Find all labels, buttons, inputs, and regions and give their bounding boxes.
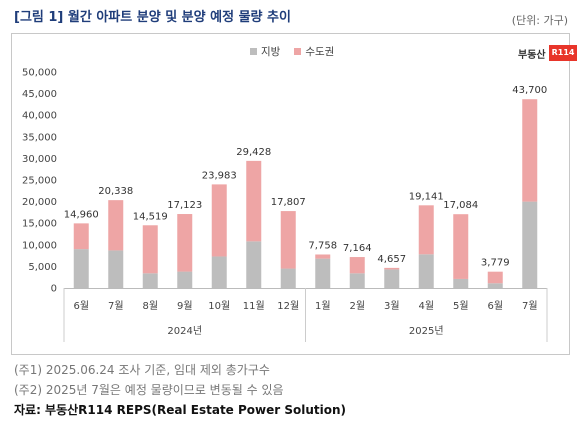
x-tick-label: 1월 <box>315 300 331 312</box>
bar-local <box>246 241 262 288</box>
bar-capital <box>418 205 434 255</box>
bar-local <box>315 258 331 288</box>
y-tick-label: 45,000 <box>22 89 57 100</box>
y-tick-label: 20,000 <box>22 197 57 208</box>
bar-capital <box>315 254 331 259</box>
bar-capital <box>487 271 503 284</box>
bar-total-label: 17,123 <box>167 200 202 211</box>
legend-swatch-local <box>250 48 257 55</box>
chart-legend: 지방 수도권 <box>250 44 334 59</box>
y-tick-label: 0 <box>51 284 57 295</box>
y-tick-label: 35,000 <box>22 132 57 143</box>
bar-total-label: 29,428 <box>236 147 271 158</box>
page-title: [그림 1] 월간 아파트 분양 및 분양 예정 물량 추이 <box>14 10 291 25</box>
bar-local <box>211 256 227 288</box>
footnotes: (주1) 2025.06.24 조사 기준, 임대 제외 총가구수 (주2) 2… <box>14 360 284 400</box>
x-tick-label: 7월 <box>522 300 538 312</box>
bar-total-label: 43,700 <box>512 85 547 96</box>
x-tick-label: 10월 <box>208 300 230 312</box>
bar-capital <box>142 225 158 274</box>
bar-total-label: 4,657 <box>377 254 406 265</box>
bar-local <box>108 250 124 288</box>
x-tick-label: 8월 <box>142 300 158 312</box>
bar-local <box>73 249 89 288</box>
legend-item-capital: 수도권 <box>294 44 334 59</box>
x-tick-label: 7월 <box>108 300 124 312</box>
bar-capital <box>177 214 193 272</box>
bar-local <box>142 273 158 288</box>
bar-capital <box>453 214 469 279</box>
x-tick-label: 11월 <box>243 300 265 312</box>
footnote-1: (주1) 2025.06.24 조사 기준, 임대 제외 총가구수 <box>14 363 270 377</box>
x-tick-label: 6월 <box>73 300 89 312</box>
bar-capital <box>246 160 262 242</box>
bar-capital <box>280 211 296 269</box>
bar-total-label: 20,338 <box>98 186 133 197</box>
y-tick-label: 25,000 <box>22 176 57 187</box>
legend-swatch-capital <box>294 48 302 55</box>
bar-capital <box>384 267 400 270</box>
bar-capital <box>349 257 365 274</box>
y-tick-label: 40,000 <box>22 111 57 122</box>
x-tick-label: 12월 <box>277 300 299 312</box>
brand-box: R114 <box>548 45 578 61</box>
unit-label: (단위: 가구) <box>511 14 568 27</box>
legend-label-local: 지방 <box>261 46 281 58</box>
y-tick-label: 10,000 <box>22 240 57 251</box>
bar-total-label: 14,519 <box>133 211 168 222</box>
x-tick-label: 6월 <box>487 300 503 312</box>
y-tick-label: 50,000 <box>22 68 57 79</box>
bar-local <box>522 201 538 288</box>
chart-frame <box>11 33 570 355</box>
y-tick-label: 15,000 <box>22 219 57 230</box>
bar-chart: 0 5,000 10,000 15,000 20,000 25,000 30,000 35,0… <box>22 68 548 342</box>
footnote-2: (주2) 2025년 7월은 예정 물량이므로 변동될 수 있음 <box>14 383 284 397</box>
legend-label-capital: 수도권 <box>305 46 335 58</box>
bar-local <box>487 283 503 288</box>
bar-total-label: 23,983 <box>202 170 237 181</box>
bar-total-label: 14,960 <box>64 209 99 220</box>
bar-total-label: 7,164 <box>343 243 372 254</box>
bar-total-label: 7,758 <box>308 240 337 251</box>
legend-item-local: 지방 <box>250 44 280 59</box>
bar-total-label: 19,141 <box>409 191 444 202</box>
bar-total-label: 17,084 <box>443 200 478 211</box>
x-tick-label: 9월 <box>177 300 193 312</box>
y-tick-label: 30,000 <box>22 154 57 165</box>
bar-capital <box>108 200 124 251</box>
bar-local <box>349 273 365 288</box>
x-tick-label: 4월 <box>418 300 434 312</box>
source-line: 자료: 부동산R114 REPS(Real Estate Power Solut… <box>14 403 347 417</box>
brand-logo: 부동산 R114 <box>518 44 578 62</box>
bar-total-label: 17,807 <box>271 197 306 208</box>
x-tick-label: 5월 <box>453 300 469 312</box>
bar-local <box>177 271 193 288</box>
y-tick-label: 5,000 <box>28 262 57 273</box>
x-tick-label: 3월 <box>384 300 400 312</box>
bar-capital <box>522 99 538 202</box>
bar-capital <box>73 223 89 250</box>
bar-total-label: 3,779 <box>481 258 510 269</box>
x-group-label: 2025년 <box>409 325 444 337</box>
x-group-label: 2024년 <box>167 325 202 337</box>
bar-local <box>280 268 296 288</box>
bar-local <box>384 269 400 288</box>
brand-name: 부동산 <box>518 49 546 61</box>
bar-local <box>418 254 434 288</box>
bar-local <box>453 278 469 288</box>
bar-capital <box>211 184 227 257</box>
x-tick-label: 2월 <box>349 300 365 312</box>
